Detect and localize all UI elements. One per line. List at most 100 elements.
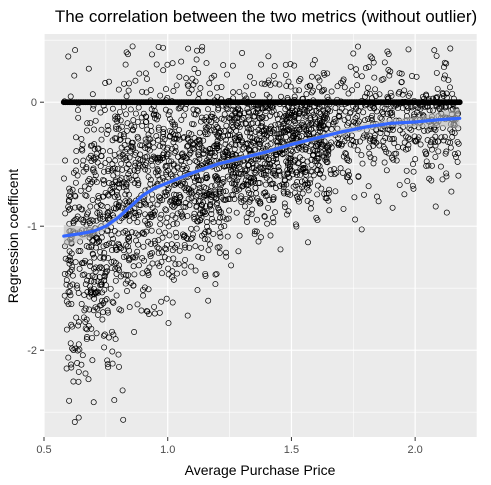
scatter-point — [191, 178, 198, 185]
scatter-point — [205, 227, 212, 234]
scatter-point — [298, 178, 305, 185]
scatter-point — [267, 135, 274, 142]
scatter-point — [135, 155, 142, 162]
scatter-point — [434, 85, 441, 92]
scatter-point — [365, 183, 372, 190]
scatter-point — [119, 387, 126, 394]
scatter-point — [76, 319, 82, 326]
scatter-point — [239, 139, 246, 146]
scatter-point — [292, 182, 299, 189]
scatter-point — [285, 208, 292, 215]
scatter-point — [353, 72, 360, 78]
scatter-point — [334, 83, 341, 90]
scatter-point — [332, 188, 339, 195]
scatter-point — [90, 399, 97, 406]
scatter-point — [424, 127, 431, 134]
scatter-point — [114, 118, 121, 125]
scatter-point — [126, 233, 132, 240]
scatter-point — [173, 82, 180, 89]
scatter-point — [354, 82, 361, 89]
scatter-point — [110, 205, 117, 212]
scatter-point — [245, 181, 252, 188]
scatter-point — [440, 75, 447, 82]
scatter-point — [73, 134, 79, 141]
scatter-point — [122, 191, 129, 198]
scatter-point — [231, 173, 238, 180]
scatter-point — [314, 140, 321, 147]
scatter-point — [183, 165, 190, 171]
scatter-point — [409, 73, 415, 79]
scatter-point — [65, 53, 72, 60]
scatter-point — [231, 135, 238, 142]
scatter-point — [262, 171, 269, 178]
scatter-point — [331, 116, 338, 123]
scatter-point — [156, 263, 163, 270]
scatter-point — [151, 212, 158, 218]
scatter-point — [191, 135, 198, 141]
scatter-point — [288, 147, 295, 154]
scatter-point — [96, 274, 103, 281]
scatter-point — [259, 105, 266, 112]
scatter-point — [341, 116, 348, 123]
scatter-point — [426, 107, 433, 114]
scatter-point — [145, 286, 152, 293]
scatter-point — [139, 270, 146, 277]
scatter-point — [361, 191, 367, 198]
x-axis-ticks: 0.5 1.0 1.5 2.0 — [36, 437, 423, 456]
scatter-point — [173, 234, 180, 240]
scatter-point — [421, 127, 428, 134]
scatter-point — [338, 105, 345, 112]
scatter-point — [66, 289, 73, 296]
scatter-point — [65, 203, 72, 210]
scatter-point — [424, 137, 431, 144]
scatter-point — [81, 307, 88, 314]
scatter-point — [105, 364, 112, 371]
scatter-point — [247, 73, 253, 80]
scatter-point — [139, 142, 145, 149]
scatter-point — [231, 116, 237, 123]
scatter-point — [122, 61, 129, 68]
scatter-point — [176, 136, 183, 143]
scatter-point — [61, 292, 68, 299]
scatter-point — [68, 301, 75, 307]
scatter-point — [154, 172, 161, 179]
scatter-point — [195, 198, 202, 205]
scatter-point — [247, 133, 254, 140]
scatter-point — [345, 174, 351, 181]
scatter-point — [87, 263, 94, 269]
scatter-point — [66, 397, 73, 404]
scatter-point — [140, 243, 147, 250]
scatter-point — [414, 136, 421, 143]
scatter-point — [115, 86, 122, 93]
scatter-point — [69, 272, 76, 279]
scatter-point — [131, 271, 138, 278]
scatter-point — [405, 104, 412, 111]
scatter-point — [95, 289, 102, 296]
scatter-point — [172, 229, 179, 236]
scatter-point — [340, 153, 347, 160]
scatter-point — [325, 106, 332, 113]
scatter-point — [176, 73, 183, 80]
scatter-point — [266, 160, 273, 167]
scatter-point — [366, 137, 373, 144]
scatter-point — [182, 256, 189, 263]
scatter-point — [212, 281, 219, 288]
scatter-point — [92, 304, 99, 311]
scatter-point — [124, 277, 131, 284]
scatter-point — [189, 231, 196, 238]
y-tick-label: -1 — [27, 221, 37, 233]
scatter-point — [101, 254, 108, 261]
scatter-point — [330, 119, 337, 126]
scatter-point — [328, 139, 335, 146]
scatter-point — [86, 220, 93, 227]
scatter-point — [355, 43, 361, 50]
scatter-point — [79, 141, 86, 148]
scatter-point — [192, 157, 199, 164]
scatter-point — [254, 105, 261, 112]
scatter-point — [325, 197, 332, 204]
scatter-point — [92, 264, 99, 271]
scatter-point — [62, 210, 69, 217]
scatter-point — [104, 361, 111, 368]
scatter-point — [380, 144, 387, 150]
